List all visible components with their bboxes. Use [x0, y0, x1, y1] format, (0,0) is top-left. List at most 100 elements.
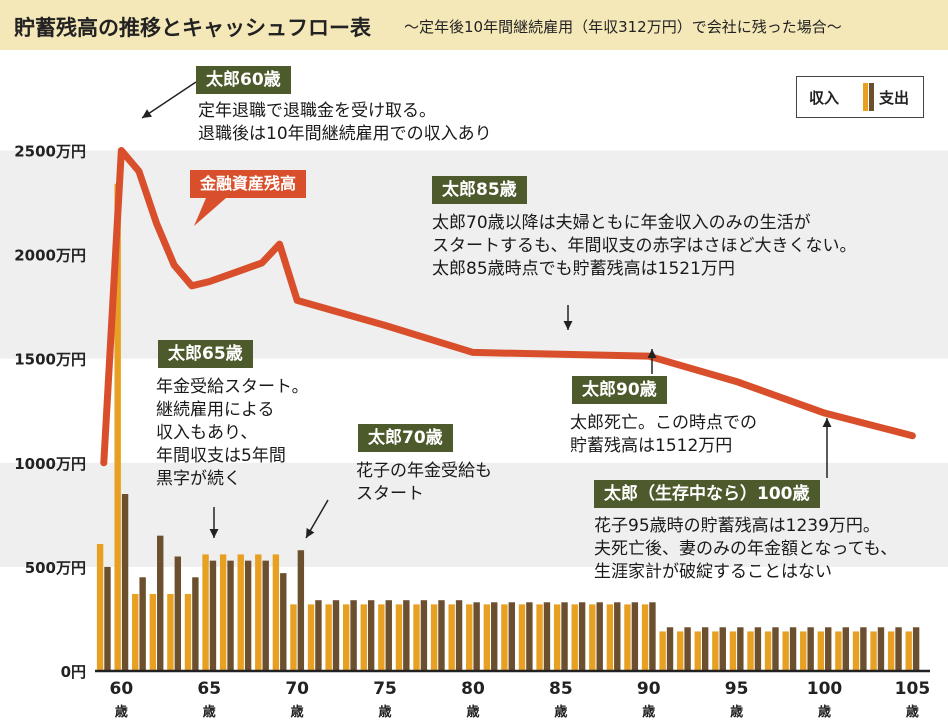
- income-bar: [272, 554, 280, 671]
- chart-subtitle: 〜定年後10年間継続雇用（年収312万円）で会社に残った場合〜: [404, 18, 842, 36]
- x-tick-label: 80: [461, 679, 485, 699]
- expense-bar: [491, 602, 498, 671]
- income-bar: [378, 604, 385, 671]
- x-tick-label: 60: [110, 679, 134, 699]
- callout-100-line: 生涯家計が破綻することはない: [594, 562, 832, 582]
- expense-bar: [385, 600, 392, 671]
- callout-65-title: 太郎65歳: [158, 340, 253, 368]
- x-tick-label: 75: [373, 679, 397, 699]
- callout-85-body: 太郎70歳以降は夫婦ともに年金収入のみの生活が スタートするも、年間収支の赤字はさ…: [432, 212, 857, 281]
- callout-pointer: [141, 81, 197, 119]
- callout-60-line: 退職後は10年間継続雇用での収入あり: [198, 124, 492, 144]
- expense-bar: [420, 600, 428, 671]
- expense-bar: [174, 556, 182, 671]
- income-bar: [729, 631, 737, 671]
- callout-85-line: 太郎85歳時点でも貯蓄残高は1521万円: [432, 259, 735, 279]
- callout-pointer-head: [142, 109, 152, 118]
- expense-bar: [121, 494, 129, 671]
- expense-bar: [227, 560, 234, 671]
- x-tick-unit: 歳: [554, 704, 567, 720]
- income-bar: [237, 554, 244, 671]
- callout-100-line: 夫死亡後、妻のみの年金額となっても、: [594, 539, 898, 559]
- expense-bar: [508, 602, 516, 671]
- expense-bar: [209, 560, 217, 671]
- x-tick-unit: 歳: [203, 704, 216, 720]
- expense-bar: [367, 600, 375, 671]
- x-tick-unit: 歳: [466, 704, 479, 720]
- income-bar: [553, 604, 561, 671]
- income-bar: [852, 631, 860, 671]
- expense-bar: [631, 602, 639, 671]
- expense-bar: [438, 600, 445, 671]
- expense-bar: [807, 627, 814, 671]
- expense-bar: [244, 560, 252, 671]
- callout-70-line: 花子の年金受給も: [356, 461, 492, 481]
- x-tick-label: 90: [637, 679, 661, 699]
- expense-bar: [543, 602, 551, 671]
- callout-90-body: 太郎死亡。この時点での 貯蓄残高は1512万円: [570, 412, 757, 458]
- x-tick-unit: 歳: [730, 704, 743, 720]
- x-tick-unit: 歳: [818, 704, 831, 720]
- income-bar: [571, 604, 578, 671]
- expense-bar: [104, 566, 111, 671]
- expense-bar: [578, 602, 586, 671]
- x-tick-label: 100: [807, 679, 843, 699]
- income-bar: [360, 604, 367, 671]
- income-bar: [149, 593, 157, 671]
- callout-60-line: 定年退職で退職金を受け取る。: [198, 101, 436, 121]
- income-bar: [202, 554, 209, 671]
- callout-60-body: 定年退職で退職金を受け取る。退職後は10年間継続雇用での収入あり: [198, 100, 492, 146]
- grid-band-top: [0, 50, 948, 151]
- callout-pointer-head: [822, 418, 832, 427]
- y-tick-label: 1500万円: [14, 351, 86, 369]
- expense-bar: [473, 602, 480, 671]
- callout-85-line: 太郎70歳以降は夫婦ともに年金収入のみの生活が: [432, 213, 811, 233]
- expense-bar: [315, 600, 322, 671]
- income-bar: [536, 604, 543, 671]
- y-tick-label: 1000万円: [14, 455, 86, 473]
- income-bar: [184, 593, 192, 671]
- income-bar: [835, 631, 842, 671]
- callout-90-title: 太郎90歳: [572, 376, 667, 404]
- balance-series-tag: 金融資産残高: [190, 170, 307, 198]
- income-bar: [518, 604, 526, 671]
- income-bar: [694, 631, 701, 671]
- expense-bar: [403, 600, 410, 671]
- expense-bar: [684, 627, 691, 671]
- expense-bar: [719, 627, 726, 671]
- income-bar: [167, 593, 174, 671]
- title-bar: 貯蓄残高の推移とキャッシュフロー表 〜定年後10年間継続雇用（年収312万円）で…: [0, 0, 948, 50]
- x-tick-label: 105: [895, 679, 931, 699]
- income-bar: [290, 604, 297, 671]
- income-bar: [325, 604, 332, 671]
- expense-bar: [895, 627, 902, 671]
- expense-bar: [614, 602, 621, 671]
- expense-bar: [701, 627, 709, 671]
- expense-bar: [455, 600, 463, 671]
- expense-bar: [332, 600, 340, 671]
- expense-bar: [877, 627, 885, 671]
- income-bar: [342, 604, 350, 671]
- callout-85-title: 太郎85歳: [432, 176, 527, 204]
- income-bar: [114, 183, 121, 671]
- income-bar: [905, 631, 912, 671]
- x-tick-unit: 歳: [115, 704, 128, 720]
- x-tick-label: 95: [725, 679, 749, 699]
- expense-bar: [754, 627, 762, 671]
- x-tick-unit: 歳: [642, 704, 655, 720]
- expense-bar: [262, 560, 269, 671]
- expense-bar: [772, 627, 779, 671]
- callout-pointer-head: [647, 349, 657, 358]
- callout-100-line: 花子95歳時の貯蓄残高は1239万円。: [594, 516, 880, 536]
- y-tick-label: 0円: [61, 663, 86, 681]
- series-tag-tail: [194, 198, 226, 226]
- income-bar: [624, 604, 631, 671]
- income-bar: [676, 631, 684, 671]
- expense-bar: [666, 627, 674, 671]
- expense-bar: [280, 573, 287, 671]
- income-bar: [800, 631, 807, 671]
- callout-pointer-head: [209, 529, 219, 538]
- callout-65-line: 継続雇用による: [156, 400, 275, 420]
- x-tick-unit: 歳: [906, 704, 919, 720]
- legend-expense-label: 支出: [879, 89, 910, 107]
